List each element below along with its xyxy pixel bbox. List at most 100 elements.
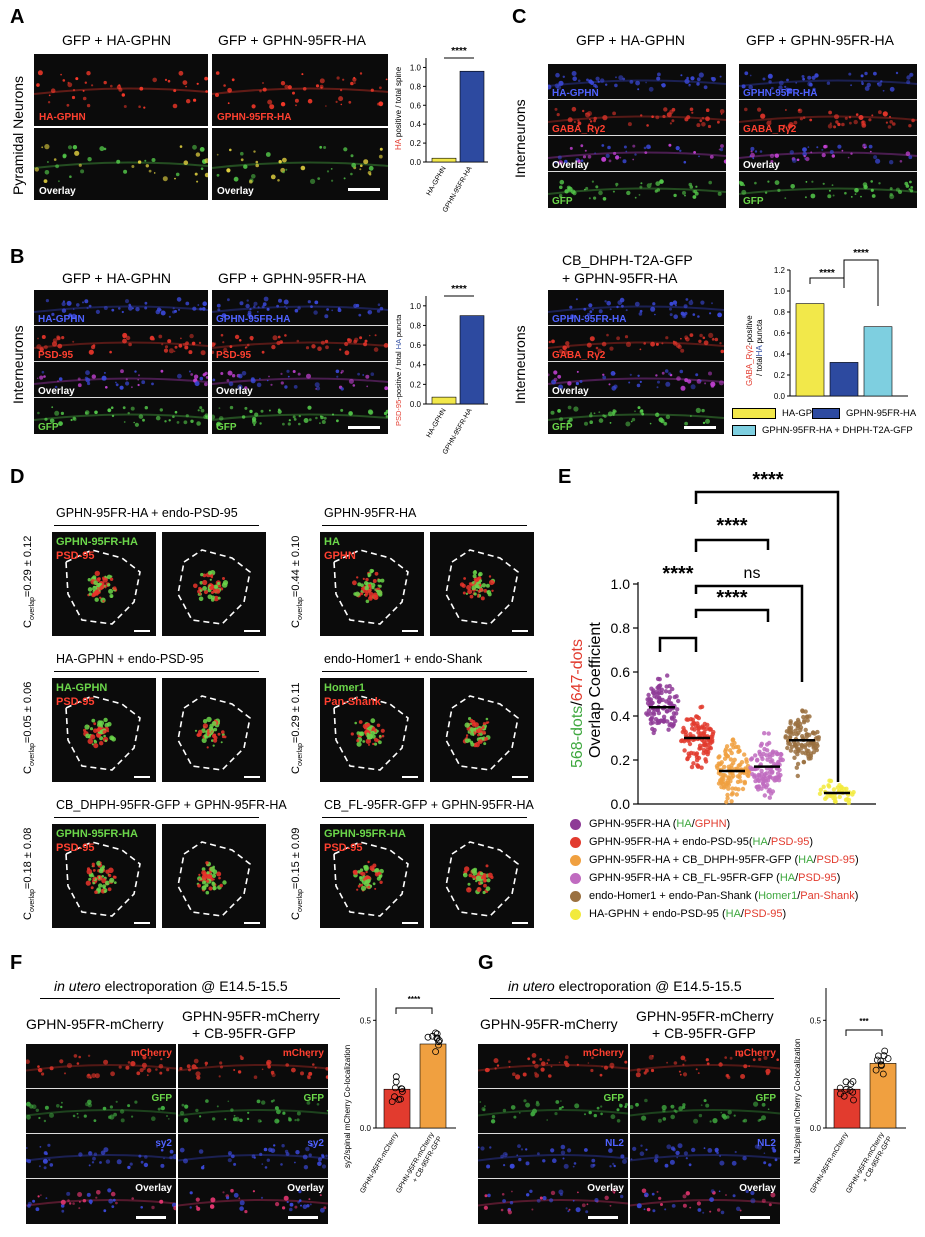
puncta xyxy=(742,1119,745,1123)
green-puncta xyxy=(87,578,91,582)
data-point xyxy=(742,779,747,785)
puncta xyxy=(650,306,656,312)
red-puncta xyxy=(358,720,363,724)
puncta xyxy=(763,1056,768,1060)
data-point xyxy=(757,749,762,754)
puncta xyxy=(294,1161,296,1164)
puncta xyxy=(47,1143,51,1147)
puncta xyxy=(87,1102,93,1108)
red-puncta xyxy=(91,862,95,866)
red-puncta xyxy=(208,886,213,891)
puncta xyxy=(128,342,132,347)
micrograph-texture xyxy=(26,1054,176,1213)
puncta xyxy=(585,112,588,115)
red-puncta xyxy=(102,600,105,603)
data-point xyxy=(788,748,794,753)
panel-c-image-left: HA-GPHN GABA_Rγ2 Overlay GFP xyxy=(548,64,726,208)
puncta xyxy=(300,1204,302,1207)
puncta xyxy=(689,107,694,112)
green-puncta xyxy=(377,578,382,583)
puncta xyxy=(62,79,66,82)
panel-d-spine-image xyxy=(162,532,266,636)
red-puncta xyxy=(209,586,213,589)
data-point xyxy=(736,763,741,768)
puncta xyxy=(216,153,219,156)
puncta xyxy=(588,303,593,308)
panel-e-legend-item: HA-GPHN + endo-PSD-95 (HA/PSD-95) xyxy=(570,908,786,920)
puncta xyxy=(123,169,128,174)
puncta xyxy=(310,305,313,308)
puncta xyxy=(767,73,773,79)
panel-e-legend-item: GPHN-95FR-HA + CB_DHPH-95FR-GFP (HA/PSD-… xyxy=(570,854,859,866)
spine-outline xyxy=(333,841,409,917)
puncta xyxy=(365,374,370,379)
puncta xyxy=(37,70,43,76)
scale-bar xyxy=(402,922,418,924)
puncta xyxy=(317,177,321,180)
legend-red: PSD-95 xyxy=(816,854,856,866)
puncta xyxy=(95,309,100,314)
puncta xyxy=(598,309,603,314)
data-point xyxy=(846,800,851,806)
puncta xyxy=(172,310,176,314)
panel-e-ylabel-line2: Overlap Coefficient xyxy=(587,622,604,758)
legend-close: ) xyxy=(809,836,814,848)
data-point xyxy=(697,746,702,751)
puncta xyxy=(699,333,703,338)
data-point xyxy=(835,785,840,790)
puncta xyxy=(657,380,660,384)
green-puncta xyxy=(198,596,204,602)
puncta xyxy=(83,1114,87,1118)
puncta xyxy=(596,1106,600,1110)
sig-bracket-hidden xyxy=(660,592,696,602)
green-puncta xyxy=(467,882,471,886)
puncta xyxy=(247,1111,250,1114)
puncta xyxy=(307,98,313,104)
green-puncta xyxy=(204,735,208,738)
puncta xyxy=(502,1199,506,1203)
image-label: GPHN-95FR-HA xyxy=(552,314,627,325)
puncta xyxy=(353,82,356,84)
puncta xyxy=(169,1155,173,1160)
puncta xyxy=(827,124,833,129)
puncta xyxy=(54,410,60,416)
y-tick-label: 0.0 xyxy=(611,796,631,812)
puncta xyxy=(651,115,654,118)
overlap-symbol: C xyxy=(290,912,302,920)
puncta xyxy=(339,348,342,351)
puncta xyxy=(67,1199,70,1202)
data-point xyxy=(800,750,805,755)
green-puncta xyxy=(370,730,375,736)
puncta xyxy=(314,382,320,388)
puncta xyxy=(379,86,382,90)
puncta xyxy=(331,309,334,312)
puncta xyxy=(911,118,915,123)
puncta xyxy=(297,372,301,376)
puncta xyxy=(238,1197,241,1200)
puncta xyxy=(86,306,89,310)
puncta xyxy=(61,308,67,313)
puncta xyxy=(636,1068,641,1073)
puncta xyxy=(246,299,249,302)
puncta xyxy=(618,75,624,81)
puncta xyxy=(36,377,39,380)
red-puncta xyxy=(469,594,474,599)
puncta xyxy=(220,1065,223,1069)
data-point xyxy=(770,758,775,763)
puncta xyxy=(142,418,145,422)
image-label: sy2 xyxy=(155,1138,172,1149)
puncta xyxy=(340,387,344,391)
puncta xyxy=(127,411,130,415)
puncta xyxy=(86,71,91,76)
puncta xyxy=(717,1208,721,1212)
puncta xyxy=(252,419,257,425)
puncta xyxy=(868,144,873,149)
puncta xyxy=(909,72,914,77)
puncta xyxy=(750,146,755,151)
puncta xyxy=(784,197,787,200)
panel-c2-image: GPHN-95FR-HA GABA_Rγ2 Overlay GFP xyxy=(548,290,724,434)
red-puncta xyxy=(483,589,488,593)
puncta xyxy=(204,76,208,81)
data-point xyxy=(796,748,801,754)
puncta xyxy=(548,1074,552,1078)
